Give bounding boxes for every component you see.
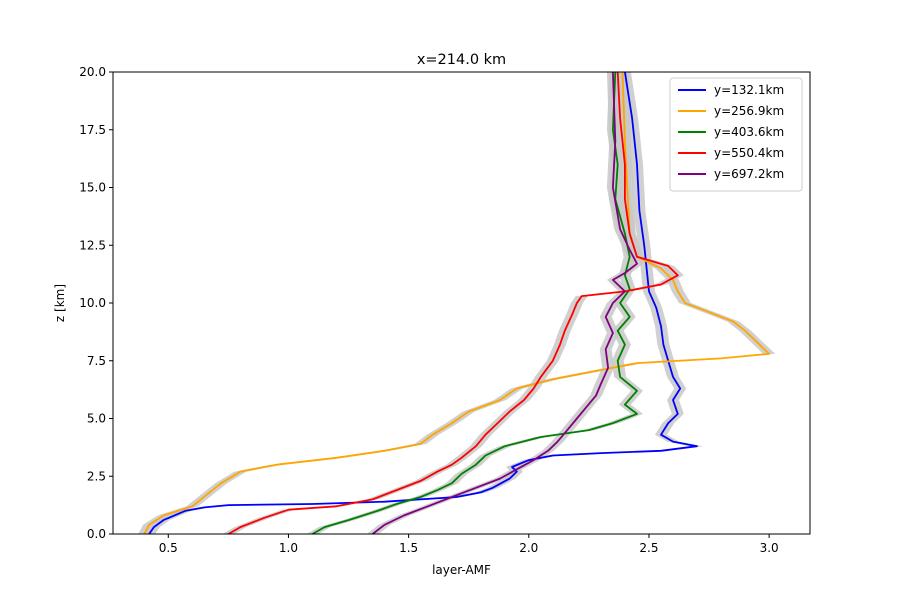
legend-box <box>669 77 803 192</box>
y-axis-ticks: 0.0 2.5 5.0 7.5 10.0 12.5 15.0 17.5 20.0 <box>79 65 113 541</box>
x-axis-ticks: 0.5 1.0 1.5 2.0 2.5 3.0 <box>159 534 779 555</box>
x-tick-label: 1.5 <box>399 541 418 555</box>
series-line <box>372 71 638 535</box>
y-tick-label: 10.0 <box>79 296 106 310</box>
x-tick-label: 2.5 <box>639 541 658 555</box>
y-tick-label: 0.0 <box>87 527 106 541</box>
y-tick-label: 5.0 <box>87 412 106 426</box>
x-tick-label: 0.5 <box>159 541 178 555</box>
legend-label: y=256.9km <box>714 104 784 118</box>
legend-label: y=403.6km <box>714 125 784 139</box>
series-line <box>227 71 679 535</box>
series-lines <box>143 71 770 535</box>
y-tick-label: 2.5 <box>87 469 106 483</box>
x-axis-label: layer-AMF <box>432 563 491 577</box>
y-tick-label: 12.5 <box>79 238 106 252</box>
y-tick-label: 17.5 <box>79 123 106 137</box>
legend-label: y=697.2km <box>714 167 784 181</box>
chart-title: x=214.0 km <box>417 52 506 68</box>
y-tick-label: 15.0 <box>79 181 106 195</box>
y-axis-label: z [km] <box>53 284 67 322</box>
legend-label: y=550.4km <box>714 146 784 160</box>
y-tick-label: 20.0 <box>79 65 106 79</box>
x-tick-label: 1.0 <box>279 541 298 555</box>
uncertainty-band <box>366 72 643 534</box>
x-tick-label: 2.0 <box>519 541 538 555</box>
uncertainty-bands <box>138 72 776 534</box>
series-line <box>143 71 770 535</box>
series-line <box>312 71 638 535</box>
y-tick-label: 7.5 <box>87 354 106 368</box>
x-tick-label: 3.0 <box>760 541 779 555</box>
legend-label: y=132.1km <box>714 83 784 97</box>
legend: y=132.1km y=256.9km y=403.6km y=550.4km y=69… <box>669 77 803 192</box>
series-line <box>148 71 698 535</box>
